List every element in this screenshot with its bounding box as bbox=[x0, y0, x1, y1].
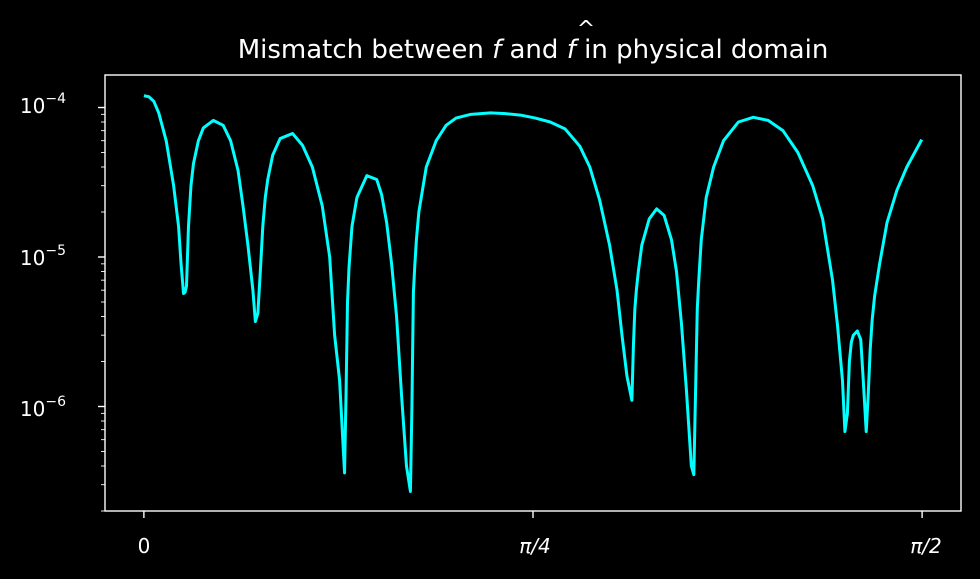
y-tick-labels: 10−4 10−5 10−6 bbox=[20, 91, 66, 421]
x-tick-label-pi-4: π/4 bbox=[519, 534, 551, 558]
x-tick-label-0: 0 bbox=[138, 534, 151, 558]
y-tick-label-1e-5: 10−5 bbox=[20, 243, 66, 270]
series-layer bbox=[143, 94, 924, 494]
title-hat-accent: ^ bbox=[577, 17, 595, 42]
chart-title: Mismatch between f and f in physical dom… bbox=[238, 35, 829, 65]
y-tick-label-1e-6: 10−6 bbox=[20, 394, 66, 421]
y-tick-label-1e-4: 10−4 bbox=[20, 91, 66, 118]
x-tick-labels: 0 π/4 π/2 bbox=[138, 534, 942, 558]
x-axis bbox=[143, 511, 923, 518]
series-line-0 bbox=[143, 94, 924, 494]
title-before: Mismatch between bbox=[238, 35, 492, 65]
title-middle: and bbox=[501, 35, 566, 65]
title-after: in physical domain bbox=[576, 35, 828, 65]
x-tick-label-pi-2: π/2 bbox=[910, 534, 942, 558]
y-axis bbox=[98, 106, 105, 512]
